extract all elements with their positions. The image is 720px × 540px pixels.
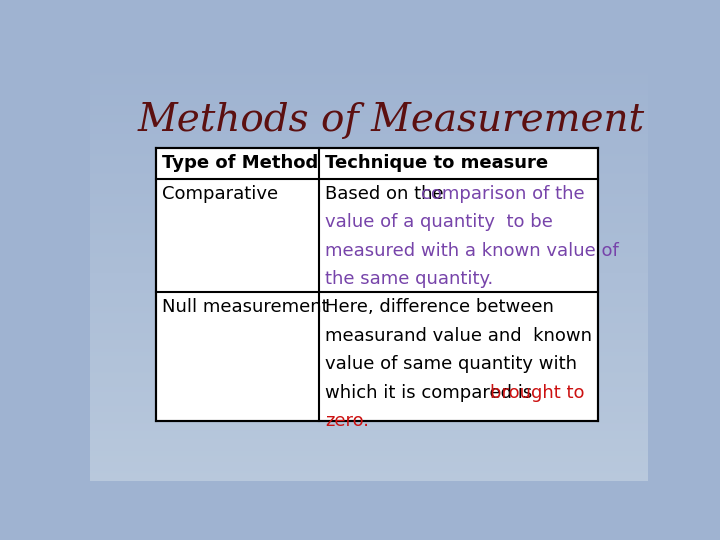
Polygon shape — [156, 148, 598, 421]
Text: measured with a known value of: measured with a known value of — [325, 242, 618, 260]
Text: value of a quantity  to be: value of a quantity to be — [325, 213, 553, 232]
Text: Here, difference between: Here, difference between — [325, 298, 554, 316]
Text: comparison of the: comparison of the — [421, 185, 585, 203]
Text: Comparative: Comparative — [162, 185, 278, 203]
Text: zero.: zero. — [325, 412, 369, 430]
Text: measurand value and  known: measurand value and known — [325, 327, 592, 345]
Text: Technique to measure: Technique to measure — [325, 154, 548, 172]
Text: the same quantity.: the same quantity. — [325, 271, 493, 288]
Text: brought to: brought to — [490, 383, 585, 402]
Text: value of same quantity with: value of same quantity with — [325, 355, 577, 373]
Text: Methods of Measurement: Methods of Measurement — [138, 102, 645, 139]
Text: Null measurement: Null measurement — [162, 298, 329, 316]
Text: which it is compared is: which it is compared is — [325, 383, 538, 402]
Text: Based on the: Based on the — [325, 185, 449, 203]
Text: Type of Method: Type of Method — [162, 154, 318, 172]
